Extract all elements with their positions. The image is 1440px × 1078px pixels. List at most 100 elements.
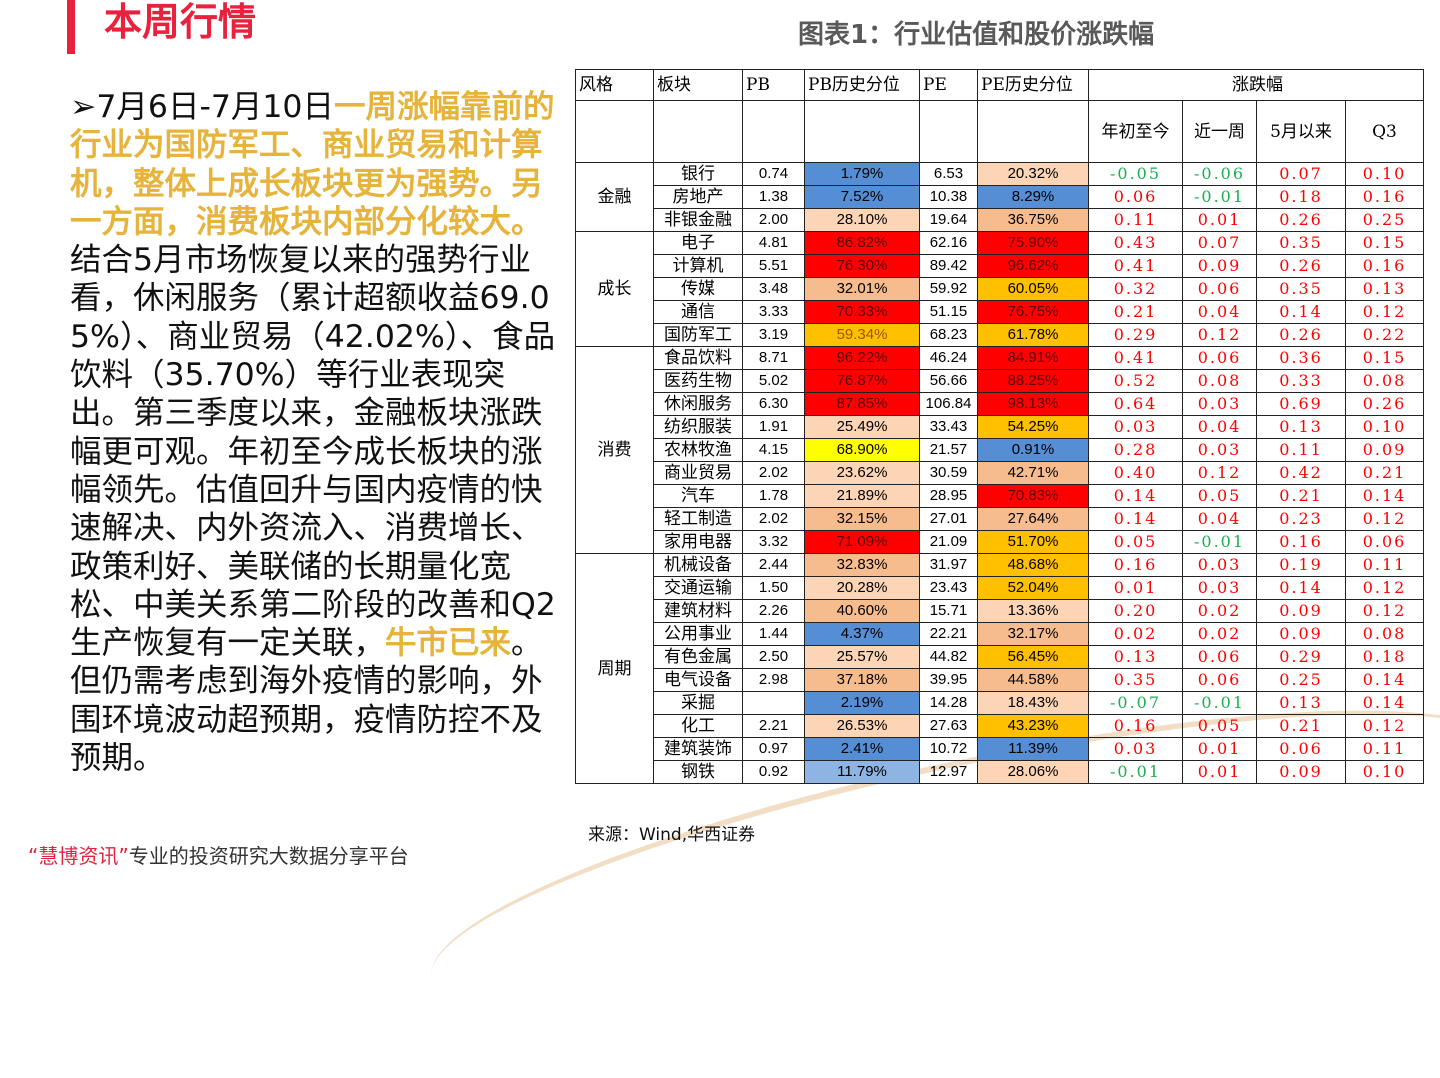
pb-percentile: 96.22% xyxy=(804,346,920,370)
header-blank xyxy=(575,100,654,163)
pe-value: 6.53 xyxy=(919,162,978,186)
sector-name: 医药生物 xyxy=(653,369,743,393)
pe-value: 23.43 xyxy=(919,576,978,600)
sector-name: 轻工制造 xyxy=(653,507,743,531)
pb-percentile: 87.85% xyxy=(804,392,920,416)
table-row: 消费 食品饮料 8.71 96.22% 46.24 84.91% 0.41 0.06 0.36 0… xyxy=(575,346,1424,554)
change-ytd: 0.41 xyxy=(1088,346,1183,370)
pe-percentile: 54.25% xyxy=(977,415,1089,439)
header-sector: 板块 xyxy=(653,69,743,101)
pe-value: 15.71 xyxy=(919,599,978,623)
change-since-may: 0.09 xyxy=(1256,599,1346,623)
change-week: 0.01 xyxy=(1182,208,1257,232)
pe-value: 39.95 xyxy=(919,668,978,692)
pe-value: 59.92 xyxy=(919,277,978,301)
sector-name: 商业贸易 xyxy=(653,461,743,485)
change-week: 0.03 xyxy=(1182,392,1257,416)
style-group-cell: 周期 xyxy=(575,553,654,784)
sector-name: 公用事业 xyxy=(653,622,743,646)
change-ytd: 0.11 xyxy=(1088,208,1183,232)
pe-value: 31.97 xyxy=(919,553,978,577)
pe-percentile: 88.25% xyxy=(977,369,1089,393)
pe-value: 46.24 xyxy=(919,346,978,370)
change-q3: 0.12 xyxy=(1345,507,1424,531)
change-week: 0.03 xyxy=(1182,553,1257,577)
header-since-may: 5月以来 xyxy=(1256,100,1346,163)
change-week: 0.01 xyxy=(1182,760,1257,784)
pb-percentile: 1.79% xyxy=(804,162,920,186)
pe-value: 22.21 xyxy=(919,622,978,646)
change-ytd: 0.35 xyxy=(1088,668,1183,692)
pe-value: 10.72 xyxy=(919,737,978,761)
pe-percentile: 84.91% xyxy=(977,346,1089,370)
pe-percentile: 8.29% xyxy=(977,185,1089,209)
pb-percentile: 76.30% xyxy=(804,254,920,278)
change-q3: 0.15 xyxy=(1345,231,1424,255)
change-week: -0.01 xyxy=(1182,691,1257,715)
change-week: 0.02 xyxy=(1182,622,1257,646)
pe-value: 14.28 xyxy=(919,691,978,715)
change-q3: 0.26 xyxy=(1345,392,1424,416)
pb-value: 5.02 xyxy=(742,369,805,393)
change-ytd: 0.06 xyxy=(1088,185,1183,209)
pb-percentile: 11.79% xyxy=(804,760,920,784)
sector-name: 食品饮料 xyxy=(653,346,743,370)
change-since-may: 0.26 xyxy=(1256,323,1346,347)
sector-name: 电子 xyxy=(653,231,743,255)
pb-percentile: 23.62% xyxy=(804,461,920,485)
change-q3: 0.06 xyxy=(1345,530,1424,554)
table-row: 农林牧渔 4.15 68.90% 21.57 0.91% 0.28 0.03 0.11 0.09 xyxy=(576,438,1424,462)
pb-percentile: 59.34% xyxy=(804,323,920,347)
change-q3: 0.18 xyxy=(1345,645,1424,669)
pe-value: 19.64 xyxy=(919,208,978,232)
sector-name: 休闲服务 xyxy=(653,392,743,416)
pe-percentile: 48.68% xyxy=(977,553,1089,577)
highlight-text: 牛市已来 xyxy=(385,625,512,662)
pe-value: 33.43 xyxy=(919,415,978,439)
pe-percentile: 32.17% xyxy=(977,622,1089,646)
sector-name: 农林牧渔 xyxy=(653,438,743,462)
pe-percentile: 11.39% xyxy=(977,737,1089,761)
pb-percentile: 86.82% xyxy=(804,231,920,255)
sector-name: 纺织服装 xyxy=(653,415,743,439)
change-since-may: 0.29 xyxy=(1256,645,1346,669)
change-q3: 0.16 xyxy=(1345,185,1424,209)
change-q3: 0.09 xyxy=(1345,438,1424,462)
pe-value: 44.82 xyxy=(919,645,978,669)
sector-name: 钢铁 xyxy=(653,760,743,784)
pb-value: 2.50 xyxy=(742,645,805,669)
header-week: 近一周 xyxy=(1182,100,1257,163)
style-group-cell: 消费 xyxy=(575,346,654,554)
pe-value: 89.42 xyxy=(919,254,978,278)
change-since-may: 0.25 xyxy=(1256,668,1346,692)
change-q3: 0.12 xyxy=(1345,599,1424,623)
table-row: 轻工制造 2.02 32.15% 27.01 27.64% 0.14 0.04 0.23 0.1… xyxy=(576,507,1424,531)
change-ytd: 0.16 xyxy=(1088,553,1183,577)
pb-value: 6.30 xyxy=(742,392,805,416)
pb-value: 3.48 xyxy=(742,277,805,301)
change-q3: 0.25 xyxy=(1345,208,1424,232)
figure-title: 图表1：行业估值和股价涨跌幅 xyxy=(798,20,1155,50)
pe-percentile: 76.75% xyxy=(977,300,1089,324)
pb-value: 2.26 xyxy=(742,599,805,623)
pb-value: 2.44 xyxy=(742,553,805,577)
change-since-may: 0.21 xyxy=(1256,484,1346,508)
pe-value: 21.09 xyxy=(919,530,978,554)
change-q3: 0.15 xyxy=(1345,346,1424,370)
change-since-may: 0.35 xyxy=(1256,231,1346,255)
table-row: 金融 银行 0.74 1.79% 6.53 20.32% -0.05 -0.06 0.07 0.1… xyxy=(575,162,1424,232)
header-pb-percentile: PB历史分位 xyxy=(804,69,920,101)
pe-percentile: 43.23% xyxy=(977,714,1089,738)
table-row: 国防军工 3.19 59.34% 68.23 61.78% 0.29 0.12 0.26 0.2… xyxy=(576,323,1424,347)
pb-value: 2.98 xyxy=(742,668,805,692)
pe-percentile: 13.36% xyxy=(977,599,1089,623)
change-since-may: 0.42 xyxy=(1256,461,1346,485)
pb-percentile: 20.28% xyxy=(804,576,920,600)
change-ytd: 0.05 xyxy=(1088,530,1183,554)
pe-percentile: 75.90% xyxy=(977,231,1089,255)
change-since-may: 0.16 xyxy=(1256,530,1346,554)
pb-percentile: 32.83% xyxy=(804,553,920,577)
body-text: 。但仍需考虑到海外疫情的影响，外围环境波动超预期，疫情防控不及预期。 xyxy=(70,625,543,777)
pe-value: 30.59 xyxy=(919,461,978,485)
pb-percentile: 26.53% xyxy=(804,714,920,738)
